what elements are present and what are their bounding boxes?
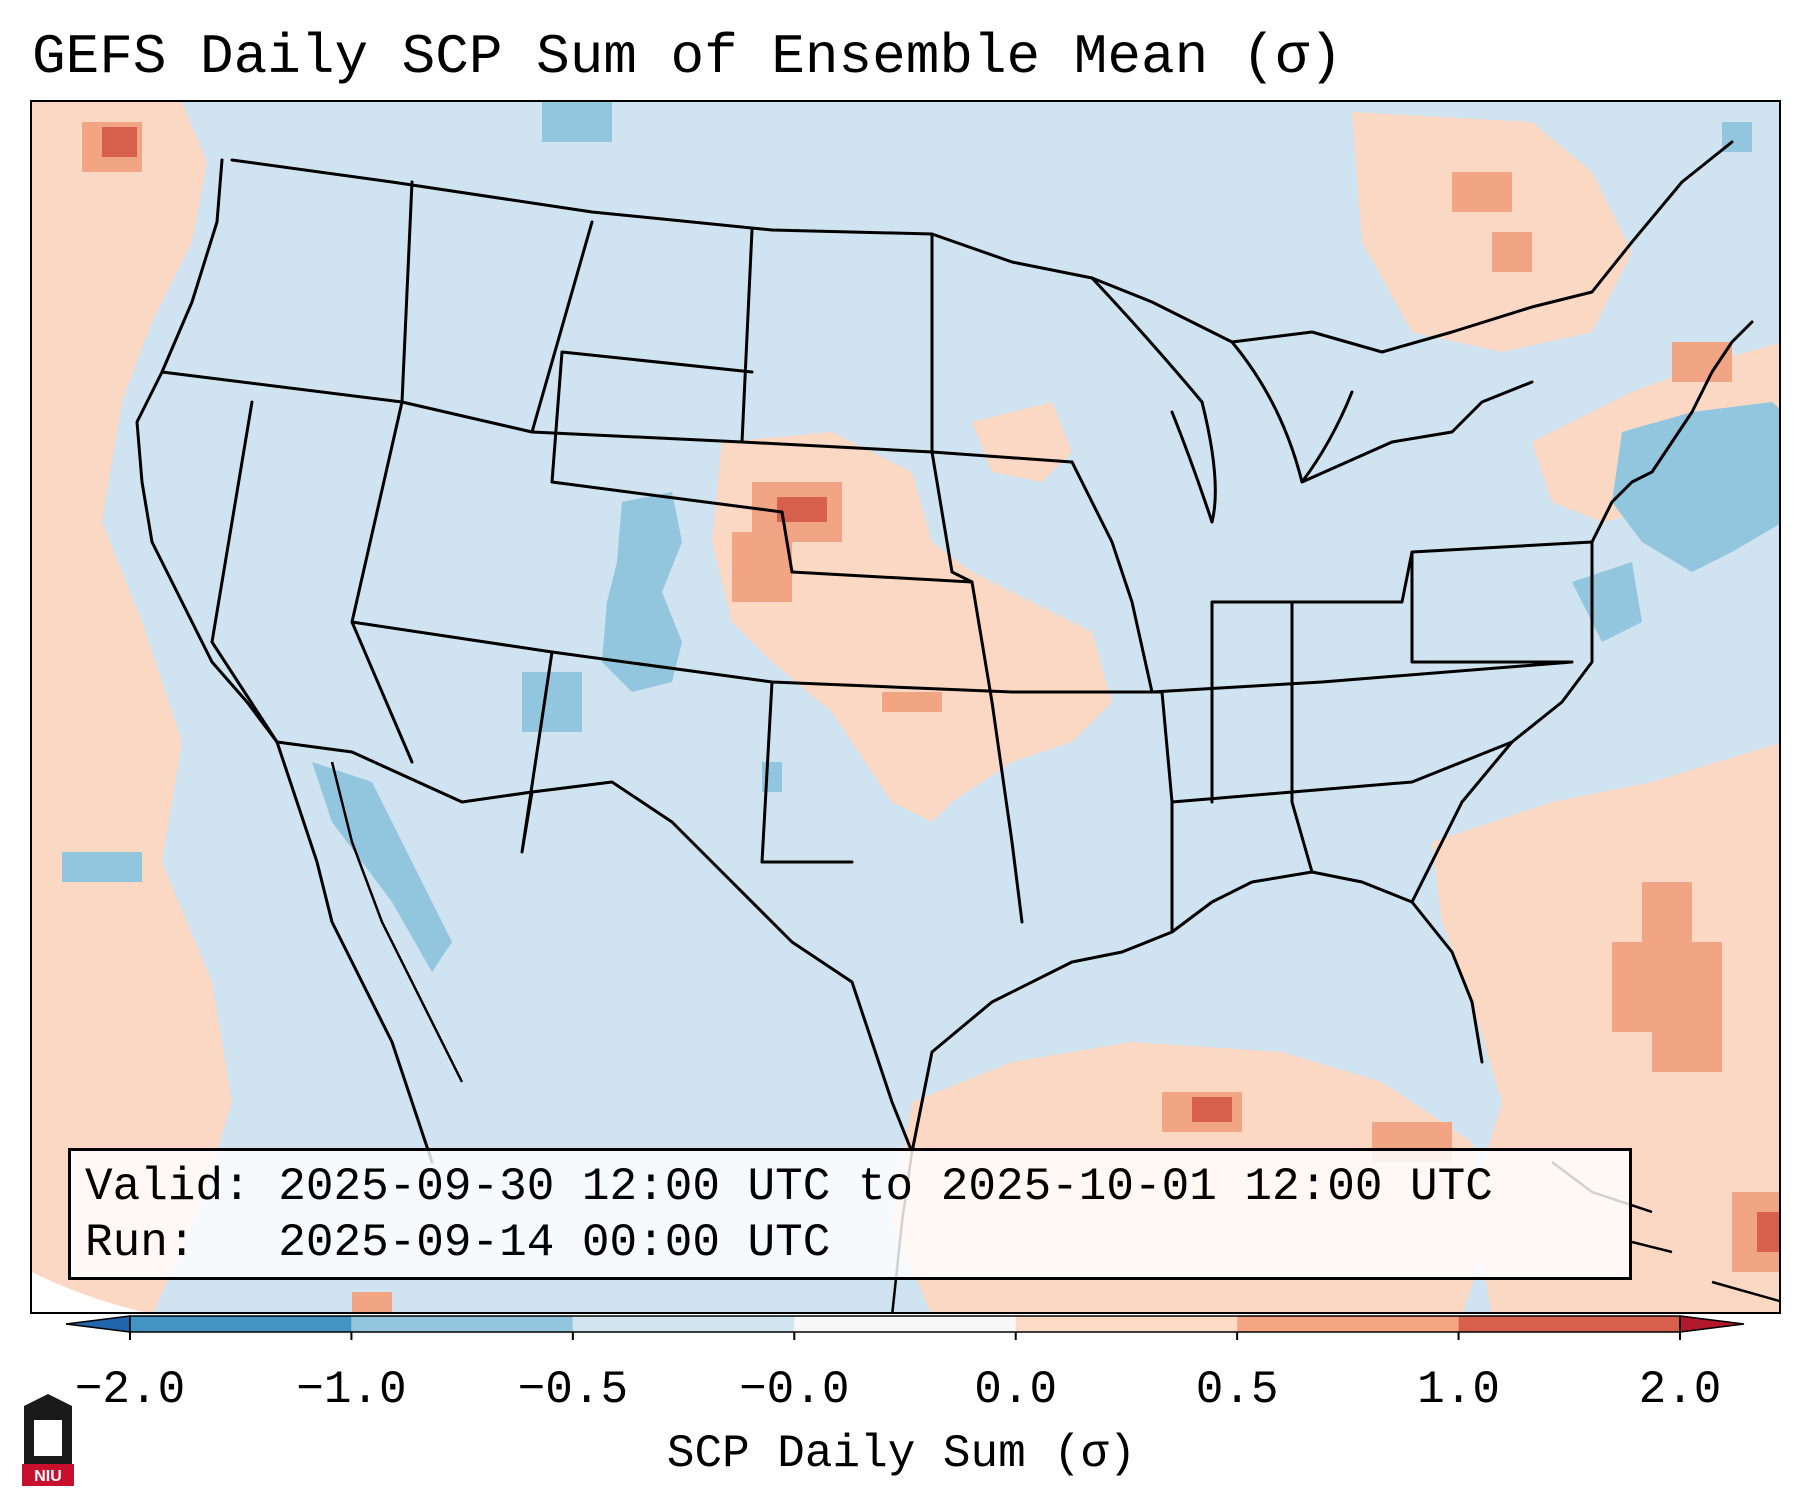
valid-row: Valid: 2025-09-30 12:00 UTC to 2025-10-0…	[85, 1159, 1615, 1215]
atlantic-negative-region	[1612, 402, 1779, 572]
colorbar-tick-label: 0.0	[974, 1364, 1058, 1416]
northeast-spot	[1672, 342, 1732, 382]
colorbar-tick-label: −0.0	[739, 1364, 850, 1416]
colorbar-tick-label: 2.0	[1638, 1364, 1722, 1416]
montana-negative-spot	[542, 102, 612, 142]
caribbean-strong	[1757, 1212, 1779, 1252]
atlantic-spot-3	[1652, 1032, 1722, 1072]
us-mexico-border	[275, 740, 914, 1154]
colorbar-tick-label: −1.0	[296, 1364, 407, 1416]
east-coast	[1410, 320, 1754, 904]
negative-anomaly-regions	[62, 102, 1779, 972]
west-coast	[135, 158, 434, 1164]
run-label: Run:	[85, 1217, 196, 1269]
colorbar-bin-5	[1237, 1316, 1459, 1332]
arizona-negative-spot	[522, 672, 582, 732]
atlantic-spot-1	[1612, 942, 1722, 1032]
logo-text: NIU	[34, 1468, 62, 1485]
canada-spot-2	[1492, 232, 1532, 272]
baja-negative-region	[312, 762, 452, 972]
colorbar-tick-label: −2.0	[74, 1364, 186, 1416]
gulf-spot-3	[352, 1292, 392, 1312]
plot-title: GEFS Daily SCP Sum of Ensemble Mean (σ)	[32, 25, 1343, 89]
colorbar	[65, 1315, 1745, 1340]
logo-band	[22, 1464, 74, 1486]
state-lines-west	[160, 180, 1074, 864]
great-lakes	[1090, 276, 1534, 524]
oklahoma-spot	[882, 692, 942, 712]
atlantic-spot-2	[1642, 882, 1692, 942]
run-value: 2025-09-14 00:00 UTC	[278, 1217, 831, 1269]
map-panel	[30, 100, 1781, 1314]
logo-window-grid	[34, 1420, 62, 1456]
canada-spot-1	[1452, 172, 1512, 212]
university-building-icon: NIU	[22, 1394, 74, 1486]
state-lines-central	[930, 450, 1594, 934]
pacific-positive-region	[32, 102, 232, 1312]
upper-midwest-positive-region	[972, 402, 1072, 482]
scp-map	[32, 102, 1779, 1312]
gulf-coast	[910, 870, 1484, 1154]
pacific-negative-spot	[62, 852, 142, 882]
gulf-strong	[1192, 1097, 1232, 1122]
kansas-spot	[732, 532, 792, 602]
valid-run-info-box: Valid: 2025-09-30 12:00 UTC to 2025-10-0…	[68, 1148, 1632, 1280]
pacific-strong	[102, 127, 137, 157]
baja-coast	[330, 761, 464, 1083]
colorbar-tick-label: 1.0	[1417, 1364, 1500, 1416]
colorbar-bin-3	[794, 1316, 1016, 1332]
colorbar-bin-1	[351, 1316, 573, 1332]
valid-label: Valid:	[85, 1161, 251, 1213]
colorbar-bin-4	[1015, 1316, 1238, 1332]
political-boundaries	[135, 140, 1754, 1164]
nebraska-strong	[777, 497, 827, 522]
logo-roof	[24, 1394, 72, 1406]
colorbar-outline	[129, 1315, 1681, 1333]
colorbar-tick-label: 0.5	[1195, 1364, 1279, 1416]
colorado-negative-region	[602, 492, 682, 692]
colorbar-bin-0	[130, 1316, 352, 1332]
colorbar-over-arrow	[1679, 1315, 1745, 1333]
colorbar-under-arrow	[65, 1315, 131, 1333]
colorbar-label: SCP Daily Sum (σ)	[666, 1428, 1137, 1480]
colorbar-bin-2	[572, 1316, 795, 1332]
carolina-negative-region	[1572, 562, 1642, 642]
colorbar-bin-6	[1458, 1316, 1680, 1332]
colorbar-tick-label: −0.5	[517, 1364, 629, 1416]
strong-positive-spots	[102, 127, 1779, 1252]
outside-domain-area	[32, 1272, 144, 1312]
valid-value: 2025-09-30 12:00 UTC to 2025-10-01 12:00…	[278, 1161, 1493, 1213]
run-row: Run: 2025-09-14 00:00 UTC	[85, 1215, 1615, 1271]
